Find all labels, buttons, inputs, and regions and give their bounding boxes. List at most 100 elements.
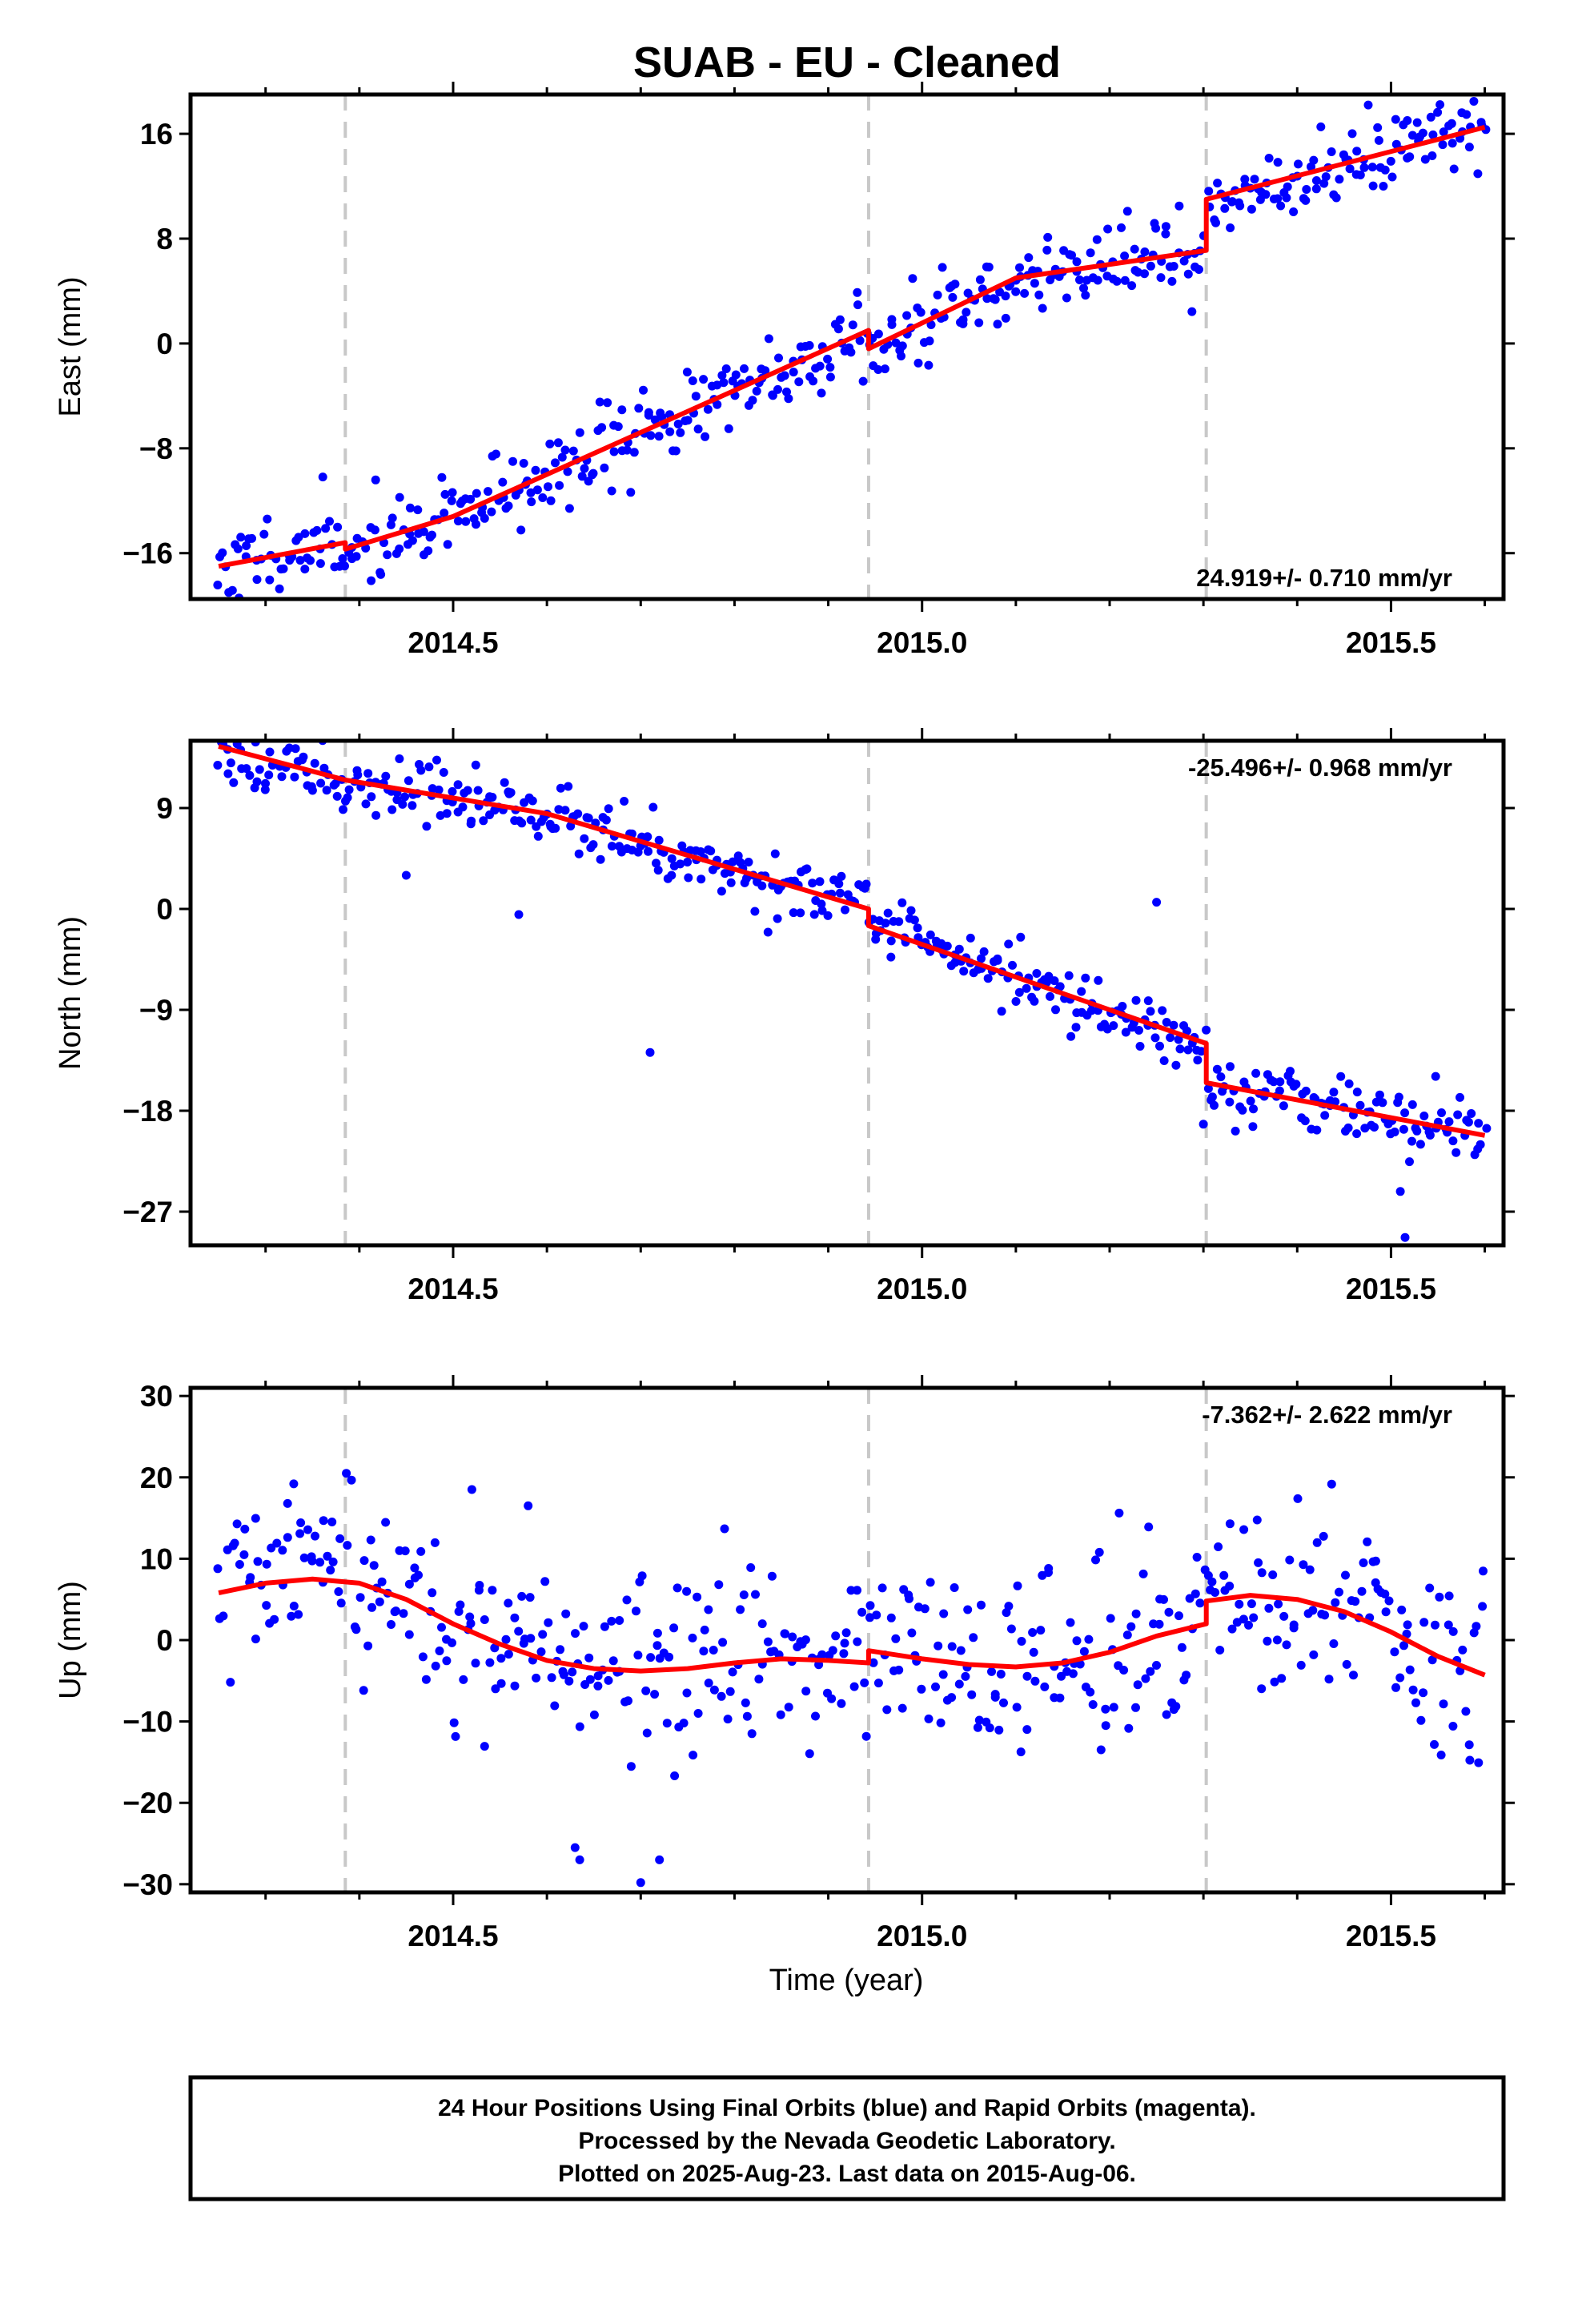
data-point [724,424,733,433]
data-point [1014,987,1024,997]
data-point [270,1614,279,1624]
data-point [646,431,656,440]
data-point [823,911,833,920]
data-point [366,1535,375,1545]
data-point [1012,1703,1022,1712]
data-point [299,752,308,762]
data-point [398,799,408,809]
data-point [1133,1680,1142,1690]
data-point [551,823,560,833]
data-point [1159,1594,1168,1604]
data-point [761,366,770,376]
data-point [1248,1122,1258,1132]
data-point [645,1047,655,1057]
data-point [1320,1610,1330,1620]
data-point [1433,107,1443,117]
data-point [424,546,433,556]
data-point [405,503,415,513]
data-point [757,1619,767,1629]
data-point [1211,1588,1220,1597]
data-point [763,1637,773,1647]
data-point [1207,1577,1217,1586]
data-point [437,472,447,482]
data-point [773,914,782,923]
data-point [634,404,644,413]
data-point [584,814,593,822]
data-point [471,1659,480,1668]
data-point [924,1714,934,1723]
data-point [865,1601,875,1610]
data-point [1384,1596,1394,1606]
data-point [688,376,697,385]
data-point [440,509,449,518]
data-point [442,1656,452,1666]
data-point [1321,172,1331,182]
data-point [1051,1005,1060,1015]
data-point [1381,1607,1391,1617]
data-point [853,1586,861,1595]
data-point [501,1634,511,1644]
data-point [1319,179,1329,188]
data-point [1101,1704,1110,1714]
data-point [1309,155,1319,165]
data-point [717,1691,726,1701]
plot-frame [188,92,1506,601]
data-point [770,849,780,858]
data-point [990,1692,1000,1702]
data-point [262,1601,271,1610]
data-point [532,485,542,495]
data-point [1247,1599,1256,1609]
data-point [1464,1117,1473,1127]
data-point [950,1583,959,1592]
data-point [577,472,587,481]
data-point [1387,172,1397,182]
data-point [1309,1650,1319,1659]
data-point [544,482,552,492]
data-point [1277,1674,1287,1683]
data-point [977,1600,986,1610]
data-point [1293,1494,1303,1503]
data-point [472,520,480,529]
data-point [1311,176,1321,185]
data-point [682,1688,692,1698]
data-point [1030,279,1039,288]
data-point [387,513,397,523]
data-point [1282,193,1291,203]
y-tick-label: −30 [122,1868,173,1901]
data-point [1174,1035,1183,1044]
data-point [1352,1129,1362,1139]
data-point [802,864,812,874]
data-point [556,1645,565,1655]
data-point [837,871,846,881]
data-point [1169,1020,1178,1030]
data-point [601,815,611,825]
data-point [386,520,396,529]
data-point [841,905,849,915]
data-point [268,601,277,610]
data-point [1289,207,1299,216]
y-tick-label: 0 [156,328,173,360]
data-point [639,385,648,395]
data-point [897,1703,907,1713]
data-point [607,842,616,851]
data-point [961,1671,970,1681]
data-point [938,263,947,272]
data-point [653,866,663,875]
data-point [553,438,563,448]
data-point [1238,1105,1247,1115]
data-point [897,352,905,361]
data-point [1161,229,1170,239]
data-point [279,564,288,573]
data-point [226,1678,235,1687]
data-point [1391,1683,1400,1692]
data-point [428,1588,437,1598]
data-point [1411,1698,1420,1707]
data-point [1062,293,1071,303]
y-tick-label: −8 [139,432,173,465]
data-point [1299,1560,1308,1570]
data-point [318,472,327,482]
data-point [652,1641,662,1651]
data-point [1324,1675,1334,1684]
data-point [1431,1072,1440,1081]
data-point [490,1643,500,1653]
